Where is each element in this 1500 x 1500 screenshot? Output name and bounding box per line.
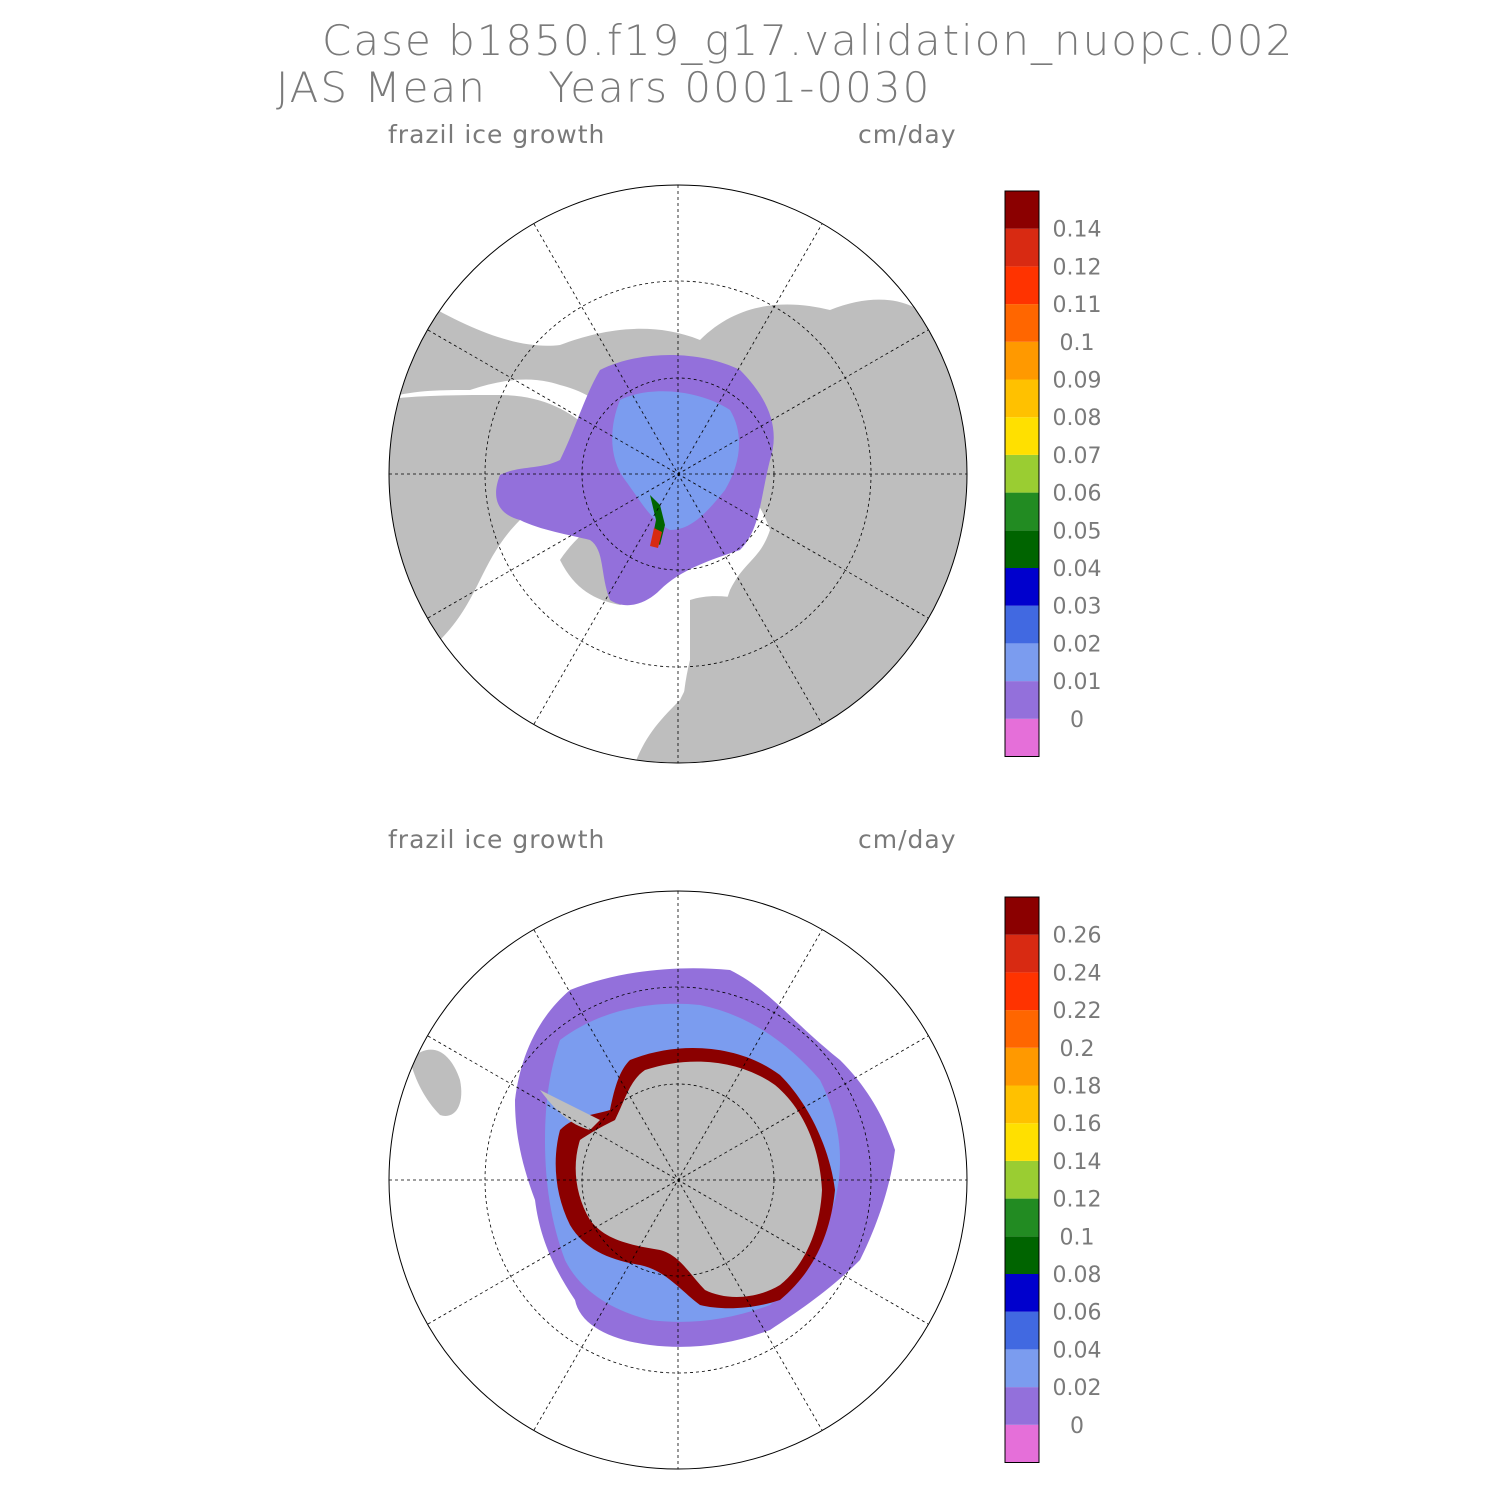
colorbar-swatch (1005, 643, 1039, 682)
colorbar-swatch (1005, 1160, 1039, 1199)
colorbar-tick-label: 0.06 (1053, 482, 1102, 507)
colorbar-swatch (1005, 1424, 1039, 1463)
colorbar-swatch (1005, 1349, 1039, 1388)
colorbar-tick-label: 0.2 (1060, 1037, 1095, 1062)
south-land-antarctica (575, 1061, 822, 1297)
colorbar-swatch (1005, 605, 1039, 644)
colorbar-swatch (1005, 304, 1039, 342)
colorbar-tick-label: 0.06 (1053, 1301, 1102, 1326)
colorbar-tick-label: 0.08 (1053, 1263, 1102, 1288)
colorbar-swatch (1005, 1198, 1039, 1237)
north-variable-label: frazil ice growth (388, 120, 606, 149)
colorbar-tick-label: 0.24 (1053, 961, 1102, 986)
south-land-peninsula (540, 1090, 600, 1130)
colorbar-swatch (1005, 1311, 1039, 1350)
colorbar-swatch (1005, 454, 1039, 493)
colorbar-tick-label: 0.12 (1053, 255, 1102, 280)
colorbar-tick-label: 0.1 (1060, 331, 1095, 356)
colorbar-tick-label: 0 (1070, 1414, 1084, 1439)
colorbar-tick-label: 0.18 (1053, 1075, 1102, 1100)
south-polar-map (388, 890, 968, 1470)
colorbar-swatch (1005, 1010, 1039, 1048)
colorbar-tick-label: 0.07 (1053, 444, 1102, 469)
colorbar-tick-label: 0.1 (1060, 1225, 1095, 1250)
colorbar-swatch (1005, 1387, 1039, 1425)
colorbar-border (1004, 896, 1040, 1463)
colorbar-swatch (1005, 530, 1039, 568)
south-colorbar: 0 0.02 0.04 0.06 0.08 0.1 0.12 0.14 0.16 0.18 0.2 0… (1004, 896, 1102, 1463)
north-units-label: cm/day (858, 120, 957, 149)
north-land-siberia-east (740, 356, 967, 560)
colorbar-tick-label: 0.11 (1053, 293, 1102, 318)
colorbar-tick-label: 0.14 (1053, 1150, 1102, 1175)
colorbar-tick-label: 0.16 (1053, 1112, 1102, 1137)
colorbar-swatch (1005, 417, 1039, 455)
colorbar-swatch (1005, 1047, 1039, 1086)
colorbar-tick-label: 0.04 (1053, 557, 1102, 582)
colorbar-tick-label: 0.01 (1053, 670, 1102, 695)
colorbar-swatch (1005, 568, 1039, 606)
colorbar-tick-label: 0.08 (1053, 406, 1102, 431)
colorbar-swatch (1005, 1085, 1039, 1124)
colorbar-swatch (1005, 1236, 1039, 1274)
colorbar-swatch (1005, 379, 1039, 418)
colorbar-tick-label: 0.09 (1053, 369, 1102, 394)
colorbar-swatch (1005, 1123, 1039, 1161)
colorbar-swatch (1005, 228, 1039, 267)
colorbar-tick-label: 0.22 (1053, 999, 1102, 1024)
north-polar-map (388, 184, 968, 764)
colorbar-swatch (1005, 341, 1039, 380)
colorbar-swatch (1005, 897, 1039, 935)
colorbar-swatch (1005, 934, 1039, 973)
colorbar-swatch (1005, 718, 1039, 757)
colorbar-swatch (1005, 1274, 1039, 1312)
north-colorbar: 0 0.01 0.02 0.03 0.04 0.05 0.06 0.07 0.08 0.09 0.1… (1004, 190, 1102, 757)
colorbar-tick-label: 0.04 (1053, 1338, 1102, 1363)
colorbar-swatch (1005, 191, 1039, 229)
south-variable-label: frazil ice growth (388, 825, 606, 854)
colorbar-tick-label: 0.05 (1053, 519, 1102, 544)
colorbar-tick-label: 0 (1070, 708, 1084, 733)
colorbar-swatch (1005, 681, 1039, 719)
colorbar-tick-label: 0.26 (1053, 924, 1102, 949)
colorbar-tick-label: 0.12 (1053, 1188, 1102, 1213)
colorbar-swatch (1005, 492, 1039, 531)
south-units-label: cm/day (858, 825, 957, 854)
north-ice-edge-red (650, 528, 662, 548)
colorbar-tick-label: 0.14 (1053, 218, 1102, 243)
colorbar-border (1004, 190, 1040, 757)
colorbar-tick-label: 0.02 (1053, 632, 1102, 657)
colorbar-swatch (1005, 972, 1039, 1011)
south-land-south-america (410, 1049, 462, 1116)
colorbar-tick-label: 0.03 (1053, 595, 1102, 620)
north-land-north-america (389, 395, 596, 640)
colorbar-tick-label: 0.02 (1053, 1376, 1102, 1401)
north-ice-lightblue (612, 391, 740, 530)
mean-years-title: JAS Mean Years 0001-0030 (276, 63, 932, 112)
colorbar-swatch (1005, 266, 1039, 305)
case-title: Case b1850.f19_g17.validation_nuopc.002 (322, 16, 1295, 65)
